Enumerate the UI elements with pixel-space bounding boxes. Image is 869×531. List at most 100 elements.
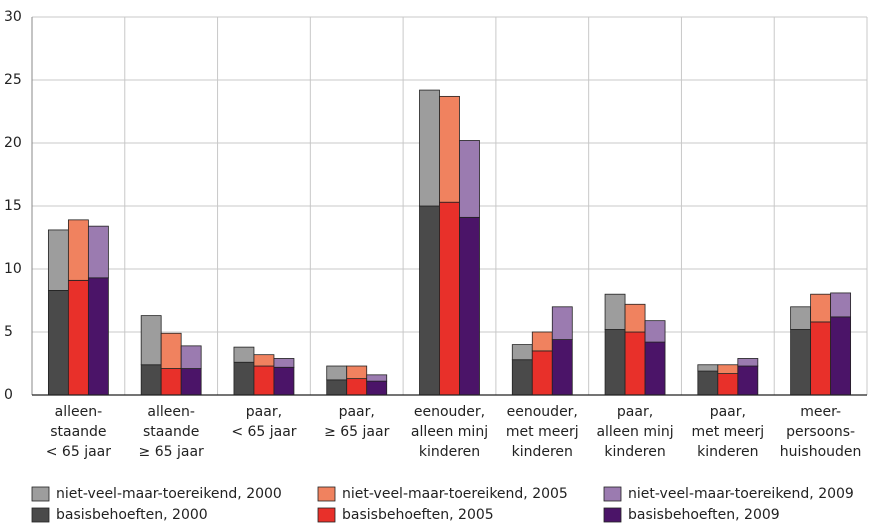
bar-segment: [790, 306, 812, 330]
legend-label: basisbehoeften, 2000: [56, 507, 208, 523]
y-tick-label: 0: [4, 387, 13, 403]
bar-segment: [459, 140, 480, 218]
bar-segment: [180, 345, 202, 369]
x-tick-label: eenouder, alleen minj kinderen: [411, 404, 488, 460]
bar-segment: [273, 366, 295, 396]
x-tick-label-line: alleen minj: [411, 424, 488, 440]
legend-swatch: [317, 486, 336, 502]
legend-swatch: [31, 486, 50, 502]
x-tick-label-line: met meerj: [691, 424, 764, 440]
x-tick-label-line: paar,: [339, 404, 375, 420]
x-tick-label-line: meer-: [800, 404, 841, 420]
bar-segment: [737, 365, 759, 396]
bar-segment: [790, 329, 812, 396]
bar-segment: [253, 354, 275, 367]
x-tick-label-line: alleen-: [147, 404, 195, 420]
x-tick-label-line: alleen-: [55, 404, 103, 420]
x-tick-label: paar, ≥ 65 jaar: [324, 404, 389, 440]
x-tick-label-line: alleen minj: [596, 424, 673, 440]
bar-segment: [253, 365, 275, 396]
bar-segment: [531, 331, 553, 352]
y-tick-label: 10: [4, 261, 22, 277]
bar-segment: [810, 293, 832, 323]
bar-segment: [604, 329, 626, 396]
bar-segment: [160, 332, 182, 369]
bar-segment: [366, 374, 388, 382]
bar-segment: [511, 359, 533, 396]
x-tick-label: meer-persoons-huishouden: [780, 404, 862, 460]
bar-segment: [644, 320, 666, 343]
bar-segment: [67, 279, 89, 396]
x-tick-label-line: paar,: [710, 404, 746, 420]
x-tick-label-line: eenouder,: [414, 404, 485, 420]
bar-segment: [47, 290, 69, 396]
x-tick-label: eenouder, met meerj kinderen: [506, 404, 579, 460]
y-tick-label: 5: [4, 324, 13, 340]
y-tick-label: 15: [4, 198, 22, 214]
bar-segment: [326, 365, 348, 381]
bar-segment: [67, 219, 89, 281]
x-tick-label: alleen-staande ≥ 65 jaar: [139, 404, 204, 460]
bar-segment: [366, 380, 388, 396]
x-tick-label-line: kinderen: [604, 444, 665, 460]
legend-label: basisbehoeften, 2009: [628, 507, 780, 523]
bar-segment: [87, 225, 109, 279]
bar-segment: [830, 316, 852, 396]
y-tick-label: 20: [4, 135, 22, 151]
x-tick-label-line: paar,: [246, 404, 282, 420]
x-tick-label-line: ≥ 65 jaar: [139, 444, 204, 460]
bar-segment: [644, 341, 666, 396]
x-tick-label-line: < 65 jaar: [231, 424, 296, 440]
bar-segment: [697, 370, 719, 396]
bar-segment: [419, 89, 440, 207]
bar-segment: [346, 365, 368, 380]
x-tick-label-line: kinderen: [512, 444, 573, 460]
bar-segment: [346, 378, 368, 396]
x-tick-label-line: staande: [143, 424, 199, 440]
x-tick-label-line: kinderen: [697, 444, 758, 460]
bar-segment: [459, 216, 480, 396]
bar-segment: [326, 379, 348, 396]
bar-segment: [717, 373, 739, 396]
x-tick-label: alleen-staande < 65 jaar: [46, 404, 111, 460]
x-tick-label-line: eenouder,: [507, 404, 578, 420]
x-tick-label-line: kinderen: [419, 444, 480, 460]
bar-segment: [233, 361, 255, 396]
x-tick-label: paar, < 65 jaar: [231, 404, 296, 440]
legend-swatch: [317, 507, 336, 523]
bar-segment: [551, 339, 573, 396]
bar-segment: [140, 364, 162, 396]
bar-segment: [160, 368, 182, 396]
bar-segment: [717, 364, 739, 374]
bar-segment: [531, 350, 553, 396]
bar-segment: [511, 344, 533, 361]
bar-segment: [140, 315, 162, 366]
legend-swatch: [603, 486, 622, 502]
x-tick-label-line: ≥ 65 jaar: [324, 424, 389, 440]
bar-segment: [604, 293, 626, 330]
bar-segment: [551, 306, 573, 340]
legend-label: basisbehoeften, 2005: [342, 507, 494, 523]
x-tick-label-line: persoons-: [786, 424, 855, 440]
x-tick-label-line: < 65 jaar: [46, 444, 111, 460]
y-tick-label: 25: [4, 72, 22, 88]
bar-segment: [233, 346, 255, 363]
bar-segment: [87, 277, 109, 396]
bar-segment: [180, 368, 202, 396]
legend-swatch: [603, 507, 622, 523]
x-tick-label-line: huishouden: [780, 444, 862, 460]
x-tick-label-line: paar,: [617, 404, 653, 420]
legend-label: niet-veel-maar-toereikend, 2000: [56, 486, 282, 502]
bar-segment: [273, 358, 295, 368]
x-tick-label-line: staande: [50, 424, 106, 440]
bar-segment: [624, 331, 646, 396]
bar-segment: [439, 95, 460, 203]
x-tick-label-line: met meerj: [506, 424, 579, 440]
bar-segment: [624, 303, 646, 333]
legend-swatch: [31, 507, 50, 523]
legend-label: niet-veel-maar-toereikend, 2009: [628, 486, 854, 502]
bar-segment: [737, 358, 759, 367]
y-tick-label: 30: [4, 9, 22, 25]
bar-segment: [439, 201, 460, 396]
